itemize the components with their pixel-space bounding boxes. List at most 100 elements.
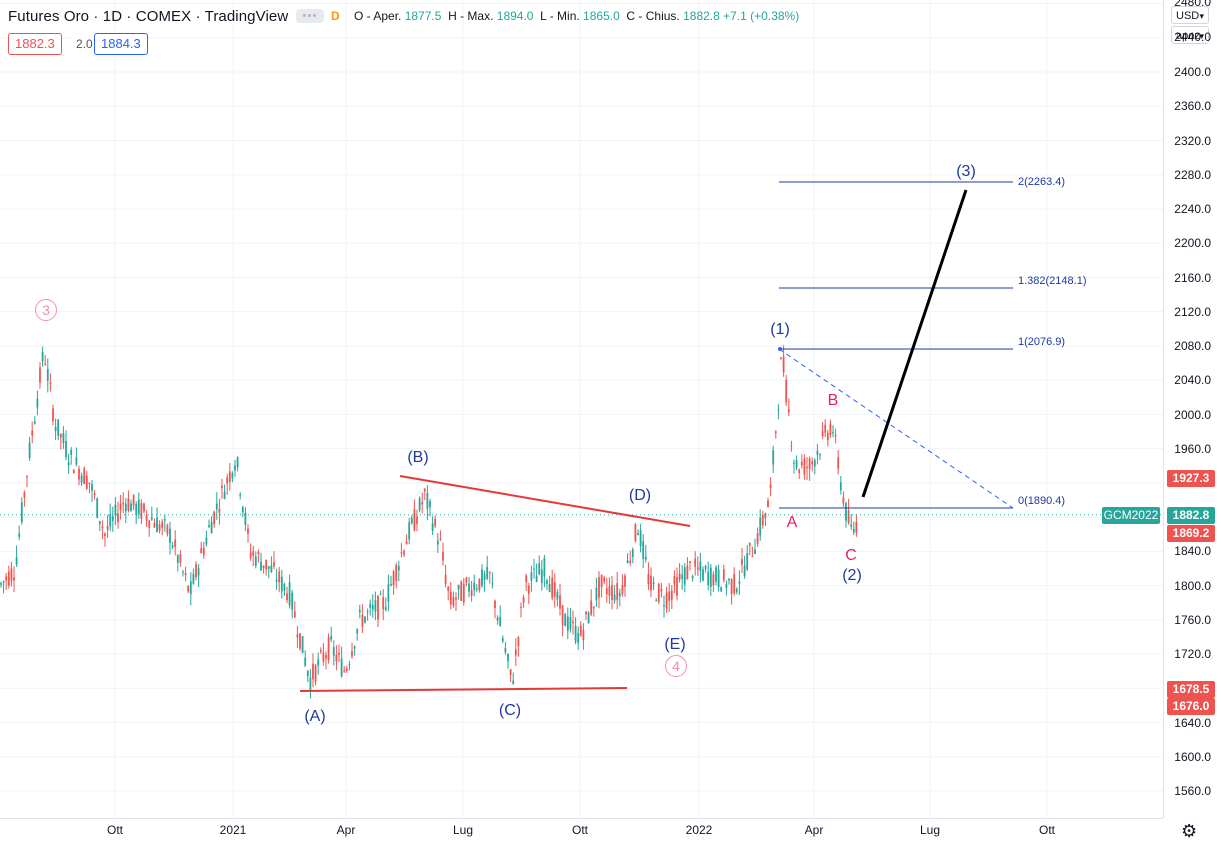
- wave-E-label[interactable]: (E): [664, 636, 686, 653]
- candle-body: [88, 482, 91, 485]
- currency-select[interactable]: USD ▾: [1171, 6, 1209, 24]
- candle-body: [600, 574, 603, 588]
- candle-body: [566, 616, 569, 631]
- wave-1-label[interactable]: (1): [770, 321, 790, 338]
- candle-body: [31, 430, 34, 436]
- candle-body: [200, 548, 203, 554]
- x-tick: Ott: [106, 823, 124, 837]
- candle-body: [501, 638, 504, 642]
- candle-body: [449, 591, 452, 605]
- price-axis[interactable]: [1163, 0, 1221, 818]
- candle-body: [543, 557, 546, 577]
- candle-body: [764, 513, 767, 519]
- y-tick: 1720.0: [1174, 647, 1211, 661]
- candle-body: [293, 611, 296, 618]
- candle-body: [709, 567, 712, 588]
- candle-body: [184, 573, 187, 576]
- candle-body: [527, 585, 530, 594]
- candle-body: [787, 408, 790, 413]
- candle-body: [319, 650, 322, 652]
- candle-body: [746, 553, 749, 570]
- time-axis[interactable]: [0, 818, 1163, 854]
- candle-body: [564, 613, 567, 627]
- candle-body: [52, 408, 54, 422]
- candle-body: [119, 503, 122, 511]
- candle-body: [647, 573, 650, 585]
- candle-body: [314, 665, 317, 682]
- y-tick: 1600.0: [1174, 750, 1211, 764]
- candle-body: [720, 587, 723, 592]
- candle-body: [189, 581, 192, 595]
- candle-body: [507, 654, 509, 662]
- candle-body: [387, 584, 390, 602]
- fib-level-1382-label[interactable]: 1.382(2148.1): [1018, 275, 1087, 287]
- candle-body: [806, 466, 808, 469]
- candle-body: [278, 571, 281, 583]
- sell-price-button[interactable]: 1882.3: [8, 33, 62, 55]
- price-candles[interactable]: [0, 0, 1163, 818]
- candle-body: [834, 434, 837, 437]
- candle-body: [434, 519, 437, 527]
- candle-body: [169, 528, 171, 543]
- candle-body: [156, 517, 158, 533]
- wave-3-circled-label[interactable]: 3: [35, 299, 57, 321]
- scale-select[interactable]: apoz ▾: [1171, 26, 1209, 44]
- sub-wave-b-label[interactable]: B: [827, 392, 839, 409]
- candle-body: [673, 575, 676, 585]
- candle-body: [665, 592, 668, 609]
- wave-D-label[interactable]: (D): [628, 487, 652, 504]
- candle-body: [483, 573, 486, 580]
- wave-C-label[interactable]: (C): [498, 702, 522, 719]
- candle-body: [460, 581, 463, 601]
- lower-trendline: [299, 687, 628, 692]
- candle-body: [759, 517, 762, 536]
- fib-level-2-label[interactable]: 2(2263.4): [1018, 176, 1066, 188]
- candle-body: [748, 542, 751, 546]
- x-tick: 2022: [685, 823, 713, 837]
- wave-2-label[interactable]: (2): [842, 567, 862, 584]
- more-options-icon[interactable]: [296, 9, 325, 23]
- candle-body: [351, 651, 353, 657]
- candle-body: [54, 426, 57, 432]
- candle-body: [249, 552, 252, 558]
- candle-body: [790, 445, 793, 447]
- y-tick: 2440.0: [1174, 30, 1211, 44]
- x-tick: 2021: [219, 823, 247, 837]
- candle-body: [41, 351, 44, 362]
- candle-body: [455, 597, 457, 600]
- candle-body: [574, 626, 577, 642]
- y-tick: 2080.0: [1174, 339, 1211, 353]
- candle-body: [267, 566, 270, 569]
- fib-level-0-label[interactable]: 0(1890.4): [1018, 495, 1066, 507]
- candle-body: [520, 606, 522, 609]
- symbol-legend[interactable]: Futures Oro · 1D · COMEX · TradingView D: [8, 6, 344, 26]
- gear-icon[interactable]: ⚙: [1181, 821, 1198, 841]
- wave-B-label[interactable]: (B): [407, 449, 429, 466]
- candle-body: [78, 468, 80, 480]
- sub-wave-c-label[interactable]: C: [845, 547, 857, 564]
- fib-level-1-label[interactable]: 1(2076.9): [1018, 336, 1066, 348]
- candle-body: [842, 497, 845, 504]
- buy-price-button[interactable]: 1884.3: [94, 33, 148, 55]
- wave-A-label[interactable]: (A): [304, 708, 326, 725]
- candle-body: [839, 482, 842, 491]
- candle-body: [587, 612, 590, 624]
- candle-body: [691, 576, 694, 579]
- candle-body: [793, 462, 795, 464]
- candle-body: [517, 637, 520, 646]
- close-label: C - Chius.: [626, 9, 680, 23]
- candle-body: [13, 577, 15, 581]
- candle-body: [735, 588, 738, 593]
- candle-body: [629, 560, 632, 563]
- wave-3-target-label[interactable]: (3): [956, 163, 976, 180]
- candle-body: [192, 573, 195, 584]
- y-tick: 2400.0: [1174, 65, 1211, 79]
- candle-body: [738, 581, 741, 584]
- wave-4-circled-label[interactable]: 4: [665, 655, 687, 677]
- sub-wave-a-label[interactable]: A: [786, 514, 798, 531]
- x-tick: Lug: [452, 823, 474, 837]
- high-label: H - Max.: [448, 9, 494, 23]
- symbol-title[interactable]: Futures Oro · 1D · COMEX · TradingView: [8, 7, 289, 25]
- candle-body: [244, 512, 247, 525]
- candle-body: [80, 475, 83, 483]
